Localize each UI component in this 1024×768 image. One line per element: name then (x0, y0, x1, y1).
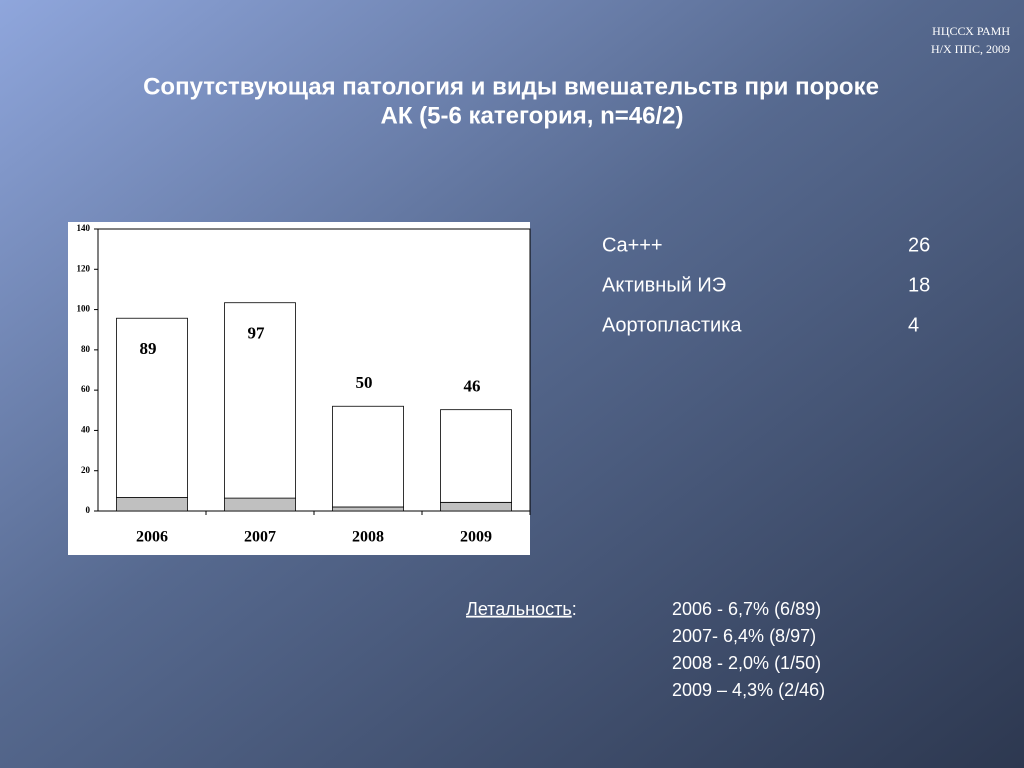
data-label: 97 (248, 324, 266, 343)
x-tick-label: 2009 (460, 529, 492, 546)
mortality-line: 2008 - 2,0% (1/50) (672, 653, 821, 673)
x-tick-label: 2008 (352, 529, 384, 546)
y-tick-label: 20 (81, 465, 91, 475)
bar-segment (116, 317, 188, 498)
data-label: 50 (356, 373, 373, 392)
stat-label: Ca+++ (602, 234, 663, 256)
y-tick-label: 60 (81, 384, 91, 394)
x-tick-label: 2006 (136, 529, 168, 546)
data-label: 89 (140, 339, 157, 358)
mortality-line: 2006 - 6,7% (6/89) (672, 599, 821, 619)
y-tick-label: 40 (81, 424, 91, 434)
title: Сопутствующая патология и виды вмешатель… (143, 73, 879, 100)
stat-label: Активный ИЭ (602, 274, 726, 296)
y-tick-label: 100 (77, 304, 91, 314)
bar-segment (440, 409, 512, 503)
mortality-line: 2007- 6,4% (8/97) (672, 626, 816, 646)
header-line: Н/Х ППС, 2009 (931, 42, 1010, 56)
bar-segment (116, 497, 188, 512)
bar-segment (332, 405, 404, 508)
bar-segment (440, 501, 512, 512)
stat-label: Аортопластика (602, 314, 742, 336)
x-tick-label: 2007 (244, 529, 276, 546)
header-line: НЦССХ РАМН (932, 24, 1010, 38)
stat-value: 26 (908, 234, 930, 256)
y-tick-label: 140 (77, 223, 91, 233)
y-tick-label: 0 (86, 505, 91, 515)
bar-segment (224, 497, 296, 512)
bar-segment (224, 302, 296, 499)
data-label: 46 (464, 377, 481, 396)
title: АК (5-6 категория, n=46/2) (381, 102, 684, 129)
mortality-line: 2009 – 4,3% (2/46) (672, 680, 825, 700)
mortality-separator: : (572, 599, 577, 619)
mortality-label: Летальность (466, 599, 572, 619)
stat-value: 18 (908, 274, 930, 296)
y-tick-label: 120 (77, 263, 91, 273)
bar-segment (332, 506, 404, 512)
stat-value: 4 (908, 314, 919, 336)
y-tick-label: 80 (81, 344, 91, 354)
